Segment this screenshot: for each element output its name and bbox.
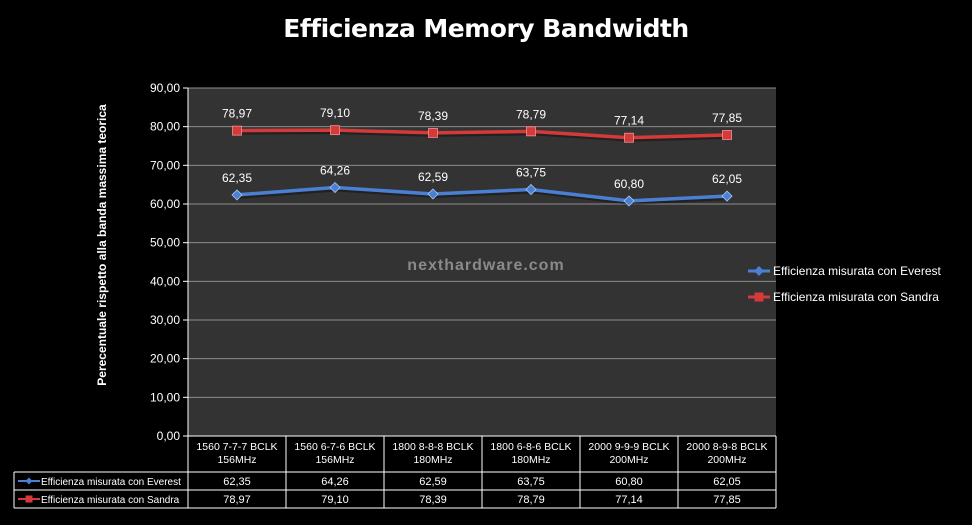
data-point — [526, 126, 536, 137]
y-tick-label: 60,00 — [150, 197, 180, 211]
legend: Efficienza misurata con Everest Efficienz… — [748, 264, 942, 304]
data-label: 78,79 — [516, 107, 546, 121]
legend-marker — [754, 266, 764, 276]
legend-marker — [754, 292, 764, 302]
data-point — [722, 130, 732, 140]
table-cell: 62,35 — [223, 476, 251, 488]
table-cell: 79,10 — [321, 494, 349, 506]
table-cell: 77,85 — [713, 494, 741, 506]
data-point — [623, 195, 635, 207]
data-point — [427, 188, 439, 200]
x-tick-label: 156MHz — [315, 454, 354, 466]
data-label: 77,85 — [712, 111, 742, 125]
data-label: 79,10 — [320, 106, 350, 120]
legend-label: Efficienza misurata con Everest — [773, 264, 942, 278]
x-tick-label: 180MHz — [511, 454, 550, 466]
data-label: 62,35 — [222, 171, 252, 185]
data-label: 60,80 — [614, 177, 644, 191]
data-label: 64,26 — [320, 164, 350, 178]
series-line — [236, 128, 728, 140]
y-tick-label: 30,00 — [150, 313, 180, 327]
data-point — [525, 183, 537, 196]
watermark: nexthardware.com — [407, 257, 564, 274]
y-tick-label: 40,00 — [150, 274, 180, 288]
y-tick-label: 10,00 — [150, 390, 180, 404]
x-tick-label: 200MHz — [609, 454, 648, 466]
x-tick-label: 1800 6-8-6 BCLK — [490, 441, 571, 453]
x-tick-label: 2000 9-9-9 BCLK — [588, 441, 669, 453]
data-label: 63,75 — [516, 166, 546, 180]
table-legend-marker — [25, 495, 33, 503]
data-point — [330, 125, 340, 136]
data-point — [231, 189, 243, 201]
table-series-name: Efficienza misurata con Sandra — [41, 495, 180, 506]
x-tick-label: 180MHz — [413, 454, 452, 466]
table-cell: 78,39 — [419, 494, 447, 506]
data-label: 62,05 — [712, 172, 742, 186]
table-cell: 60,80 — [615, 476, 643, 488]
series-line — [236, 185, 728, 203]
x-tick-label: 1560 6-7-6 BCLK — [294, 441, 375, 453]
x-tick-label: 1560 7-7-7 BCLK — [196, 441, 277, 453]
table-cell: 78,97 — [223, 494, 251, 506]
table-cell: 78,79 — [517, 494, 545, 506]
data-point — [329, 181, 341, 194]
y-axis-label: Perecentuale rispetto alla banda massima… — [95, 104, 109, 386]
chart-title: Efficienza Memory Bandwidth — [283, 14, 689, 43]
table-series-name: Efficienza misurata con Everest — [41, 477, 181, 488]
y-tick-label: 80,00 — [150, 120, 180, 134]
table-legend-marker — [25, 477, 33, 485]
data-point — [232, 125, 242, 136]
data-label: 77,14 — [614, 114, 644, 128]
x-tick-label: 2000 8-9-8 BCLK — [686, 441, 767, 453]
data-point — [428, 127, 438, 138]
data-label: 78,97 — [222, 107, 252, 121]
grid-lines — [188, 87, 776, 437]
y-tick-label: 20,00 — [150, 352, 180, 366]
data-label: 62,59 — [418, 170, 448, 184]
series-lines — [231, 125, 733, 207]
data-point — [624, 132, 634, 143]
x-tick-label: 1800 8-8-8 BCLK — [392, 441, 473, 453]
table-cell: 77,14 — [615, 494, 643, 506]
y-tick-label: 70,00 — [150, 158, 180, 172]
table-cell: 64,26 — [321, 476, 349, 488]
y-tick-label: 50,00 — [150, 236, 180, 250]
legend-label: Efficienza misurata con Sandra — [773, 290, 939, 304]
x-tick-label: 200MHz — [707, 454, 746, 466]
table-cell: 63,75 — [517, 476, 545, 488]
table-cell: 62,05 — [713, 476, 741, 488]
table-cell: 62,59 — [419, 476, 447, 488]
data-labels: 62,35 64,26 62,59 63,75 60,80 62,05 78,97 79,10… — [222, 106, 742, 191]
y-tick-label: 90,00 — [150, 81, 180, 95]
data-label: 78,39 — [418, 109, 448, 123]
y-tick-label: 0,00 — [157, 429, 181, 443]
x-tick-label: 156MHz — [217, 454, 256, 466]
data-point — [721, 190, 733, 202]
plot-area — [188, 88, 776, 436]
